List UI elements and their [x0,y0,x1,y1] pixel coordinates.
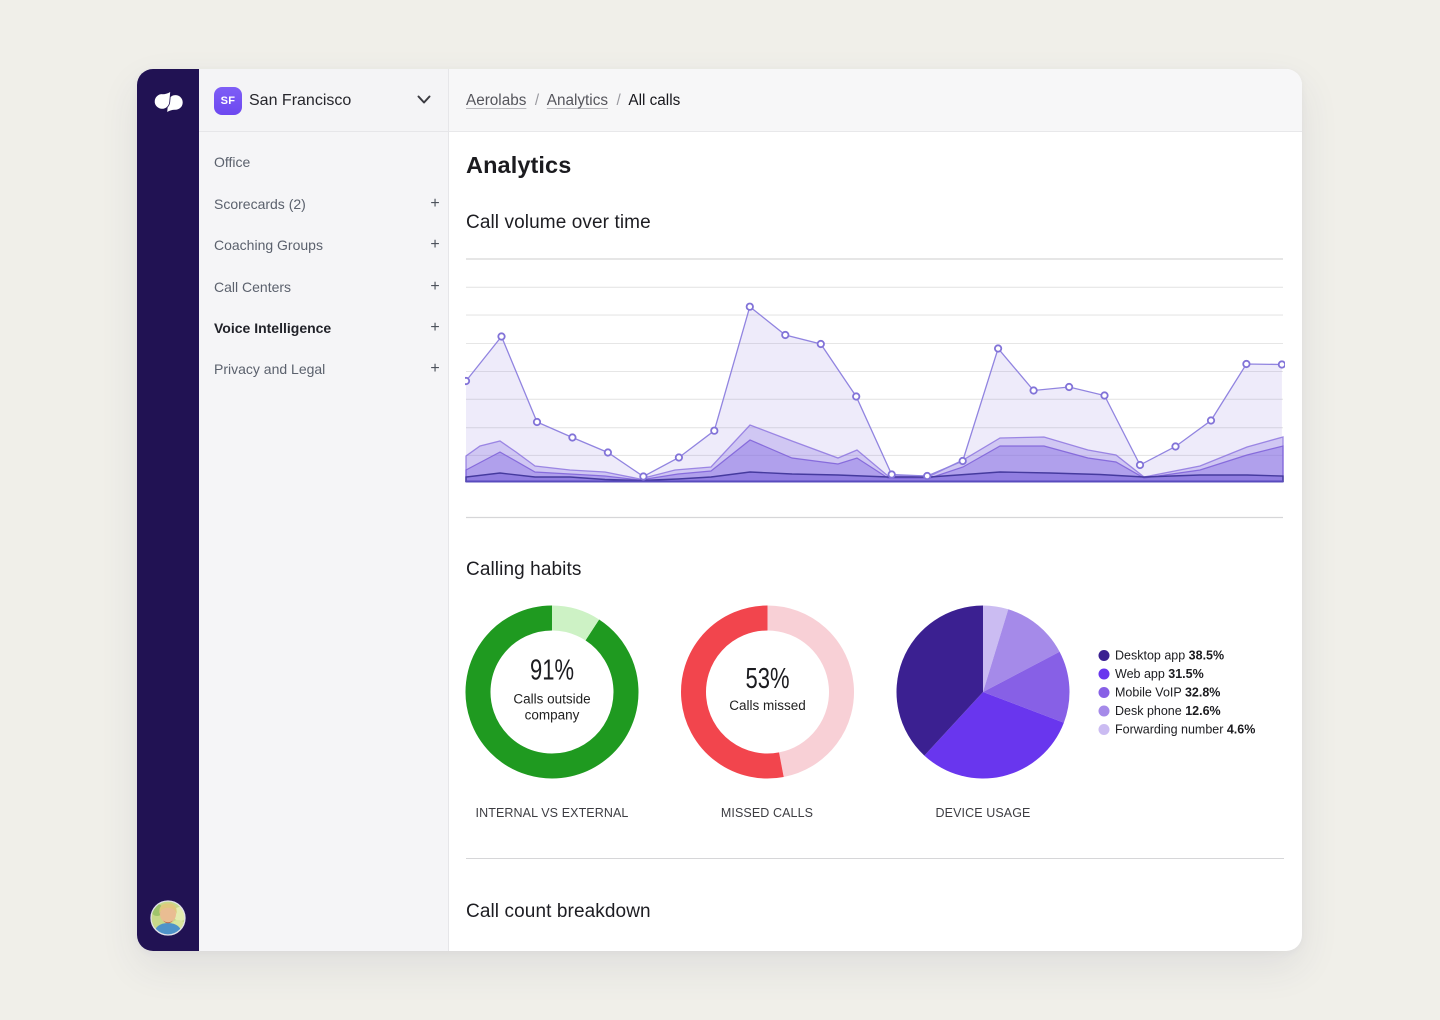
svg-text:Calls missed: Calls missed [729,698,806,713]
svg-text:53%: 53% [746,663,790,695]
svg-text:Calls outside: Calls outside [513,692,590,707]
svg-text:Desktop app 38.5%: Desktop app 38.5% [1115,649,1224,663]
svg-text:Desk phone 12.6%: Desk phone 12.6% [1115,704,1221,718]
svg-text:91%: 91% [530,655,574,687]
svg-text:Web app 31.5%: Web app 31.5% [1115,667,1204,681]
svg-text:Mobile VoIP 32.8%: Mobile VoIP 32.8% [1115,686,1220,700]
svg-text:Forwarding number 4.6%: Forwarding number 4.6% [1115,723,1255,737]
svg-text:company: company [525,708,580,723]
